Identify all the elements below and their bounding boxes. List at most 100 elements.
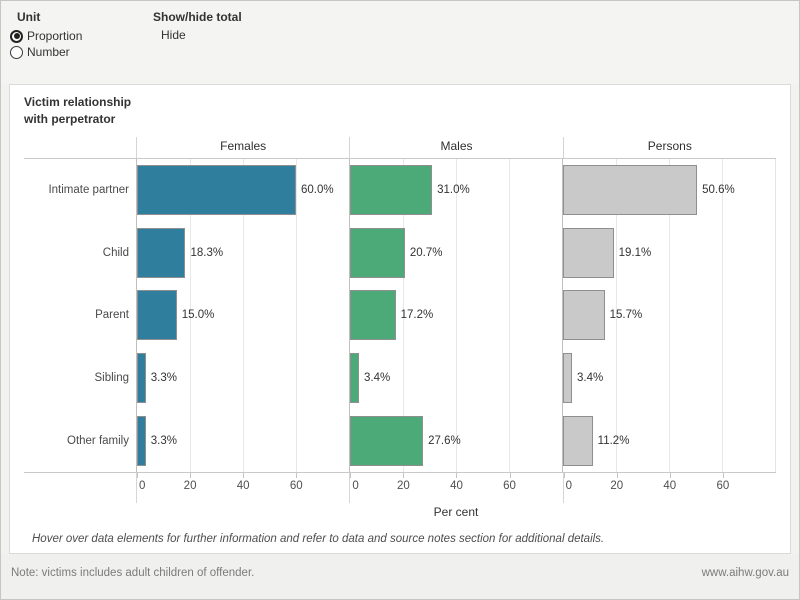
bar-females-intimate-partner[interactable]	[137, 165, 296, 216]
axis-tick-label: 60	[289, 479, 303, 492]
bar-row: 27.6%	[350, 409, 562, 472]
unit-control: Unit Proportion Number	[10, 10, 82, 60]
radio-button-icon[interactable]	[10, 29, 23, 43]
bar-value-label: 3.4%	[577, 372, 604, 385]
bar-persons-intimate-partner[interactable]	[563, 165, 698, 216]
x-axis-persons: 0 20 40 60	[562, 472, 776, 503]
bar-row: 50.6%	[563, 159, 775, 222]
bar-females-other-family[interactable]	[137, 415, 146, 466]
gridline	[669, 159, 670, 472]
showhide-total-control: Show/hide total Hide	[153, 10, 242, 42]
bar-row: 18.3%	[137, 222, 349, 285]
bar-row: 3.4%	[563, 347, 775, 410]
bar-value-label: 3.3%	[150, 372, 177, 385]
bar-value-label: 19.1%	[618, 246, 652, 259]
footer-url[interactable]: www.aihw.gov.au	[701, 567, 789, 579]
category-label: Other family	[67, 434, 129, 447]
radio-option-proportion[interactable]: Proportion	[10, 28, 82, 44]
category-label: Child	[102, 246, 129, 259]
bar-males-intimate-partner[interactable]	[350, 165, 433, 216]
bar-row: 15.7%	[563, 284, 775, 347]
chart-title-line2: with perpetrator	[24, 112, 116, 126]
chart-title-line1: Victim relationship	[24, 95, 132, 109]
bar-row: 20.7%	[350, 222, 562, 285]
panel-females: 60.0% 18.3% 15.0% 3.3% 3.3%	[136, 159, 349, 472]
bar-persons-child[interactable]	[563, 227, 614, 278]
axis-tick-label: 60	[503, 479, 516, 492]
axis-tick-mark	[722, 472, 724, 478]
axis-tick-mark	[243, 472, 245, 478]
showhide-option-hide[interactable]: Hide	[161, 28, 186, 42]
category-label: Sibling	[94, 372, 129, 385]
x-axis-females: 0 20 40 60	[136, 472, 349, 503]
axis-tick-label: 20	[610, 479, 624, 492]
axis-tick-label: 0	[565, 479, 573, 492]
column-header-row: Females Males Persons	[24, 137, 776, 158]
bar-value-label: 11.2%	[597, 434, 630, 447]
bar-value-label: 3.4%	[364, 372, 391, 385]
bar-persons-parent[interactable]	[563, 290, 605, 341]
chart-card: Victim relationship with perpetrator Fem…	[9, 84, 791, 554]
parameter-toolbar: Unit Proportion Number Show/hide total H…	[1, 1, 799, 84]
page-footer: Note: victims includes adult children of…	[1, 554, 799, 599]
axis-tick-mark	[669, 472, 671, 478]
gridline	[722, 159, 723, 472]
axis-tick-mark	[456, 472, 458, 478]
axis-tick-mark	[509, 472, 511, 478]
bar-males-child[interactable]	[350, 227, 405, 278]
panel-persons: 50.6% 19.1% 15.7% 3.4% 11.2%	[562, 159, 776, 472]
axis-tick-mark	[190, 472, 192, 478]
axis-tick-mark	[296, 472, 298, 478]
bar-males-parent[interactable]	[350, 290, 396, 341]
column-header-females: Females	[136, 137, 349, 158]
axis-tick-mark	[616, 472, 618, 478]
bar-value-label: 15.0%	[181, 309, 215, 322]
bar-row: 60.0%	[137, 159, 349, 222]
bar-females-parent[interactable]	[137, 290, 177, 341]
x-axis-title: Per cent	[433, 504, 479, 519]
bar-value-label: 18.3%	[190, 246, 224, 259]
bar-males-sibling[interactable]	[350, 353, 359, 404]
header-spacer	[24, 137, 136, 158]
bar-value-label: 15.7%	[609, 309, 643, 322]
axis-tick-mark	[350, 472, 352, 478]
axis-tick-label: 0	[139, 479, 146, 492]
gridline	[296, 159, 297, 472]
axis-tick-mark	[137, 472, 138, 478]
axis-tick-label: 40	[450, 479, 463, 492]
bar-value-label: 31.0%	[437, 184, 470, 197]
axis-spacer	[24, 473, 136, 503]
bar-row: 31.0%	[350, 159, 562, 222]
axis-tick-label: 60	[716, 479, 730, 492]
radio-option-label: Number	[27, 45, 70, 59]
bar-value-label: 50.6%	[702, 184, 735, 197]
x-axis-row: 0 20 40 60 0 20 40 60 0 20 40 60	[24, 472, 776, 503]
radio-option-number[interactable]: Number	[10, 44, 82, 60]
bar-value-label: 17.2%	[400, 309, 434, 322]
category-label: Intimate partner	[48, 184, 129, 197]
plot-area: Intimate partner Child Parent Sibling Ot…	[24, 158, 776, 473]
gridline	[616, 159, 617, 472]
footer-note: Note: victims includes adult children of…	[11, 567, 255, 579]
bar-persons-other-family[interactable]	[563, 415, 593, 466]
gridline	[243, 159, 244, 472]
category-labels-column: Intimate partner Child Parent Sibling Ot…	[24, 159, 136, 472]
bar-value-label: 3.3%	[150, 434, 177, 447]
bar-row: 3.3%	[137, 409, 349, 472]
radio-button-icon[interactable]	[10, 45, 23, 59]
bar-row: 19.1%	[563, 222, 775, 285]
bar-row: 15.0%	[137, 284, 349, 347]
bar-value-label: 27.6%	[428, 434, 461, 447]
radio-option-label: Proportion	[27, 29, 83, 43]
bar-females-child[interactable]	[137, 227, 186, 278]
bar-males-other-family[interactable]	[350, 415, 424, 466]
bar-value-label: 20.7%	[409, 246, 443, 259]
bar-row: 3.4%	[350, 347, 562, 410]
hover-footnote: Hover over data elements for further inf…	[32, 532, 605, 545]
bar-row: 11.2%	[563, 409, 775, 472]
axis-tick-label: 20	[397, 479, 410, 492]
column-header-persons: Persons	[562, 137, 776, 158]
bar-persons-sibling[interactable]	[563, 353, 572, 404]
gridline	[190, 159, 191, 472]
bar-females-sibling[interactable]	[137, 353, 146, 404]
